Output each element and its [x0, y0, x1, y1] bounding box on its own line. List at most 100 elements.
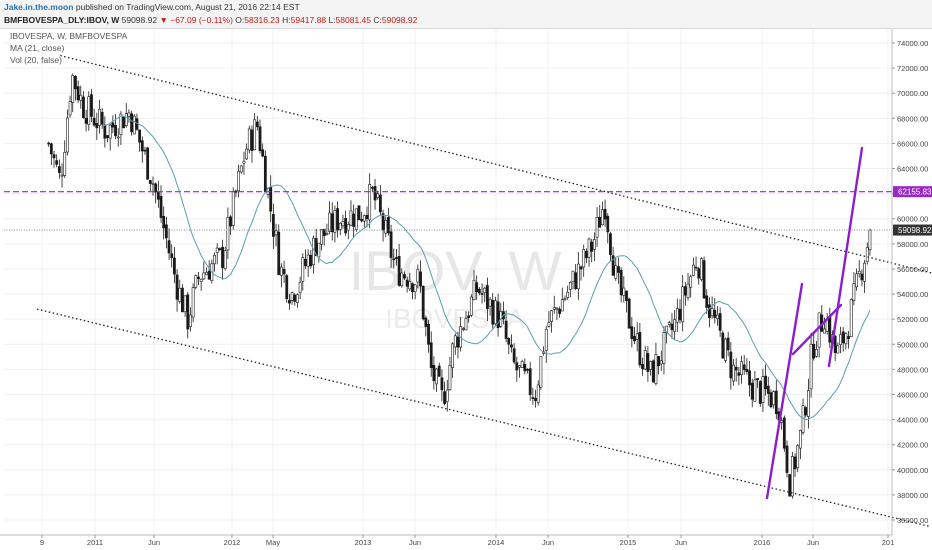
- candle-body: [657, 356, 660, 367]
- candle-body: [555, 307, 559, 310]
- open-label: O:: [235, 15, 245, 25]
- legend-title: IBOVESPA, W, BMFBOVESPA: [10, 31, 128, 41]
- candle-body: [437, 365, 441, 377]
- candle-body: [491, 300, 495, 325]
- candle-body: [322, 228, 326, 237]
- candle-body: [116, 136, 120, 139]
- candle-body: [566, 291, 570, 298]
- candle-body: [400, 272, 404, 287]
- candle-body: [376, 193, 380, 198]
- candle-body: [796, 445, 800, 469]
- candle-body: [590, 241, 594, 252]
- candle-body: [595, 216, 599, 238]
- candle-body: [461, 328, 465, 330]
- upper-channel-line[interactable]: [60, 54, 932, 276]
- candle-body: [397, 256, 401, 286]
- candle-body: [191, 287, 195, 318]
- candle-body: [737, 372, 741, 376]
- candle-body: [646, 353, 650, 372]
- high-value: 59417.88: [290, 15, 327, 25]
- candle-body: [280, 266, 283, 276]
- time-tick-label: Jun: [148, 538, 160, 547]
- candle-body: [156, 191, 160, 200]
- high-label: H:: [282, 15, 291, 25]
- candle-body: [579, 266, 583, 270]
- candle-body: [544, 328, 548, 351]
- candle-body: [807, 390, 810, 417]
- candle-body: [609, 233, 612, 255]
- candle-body: [205, 272, 208, 275]
- candle-body: [790, 456, 794, 497]
- candle-body: [421, 285, 425, 320]
- price-tick-label: 46000.00: [897, 390, 928, 399]
- price-tick-label: 70000.00: [897, 89, 928, 98]
- candle-body: [611, 255, 615, 276]
- candle-body: [836, 345, 840, 354]
- candle-body: [785, 445, 789, 473]
- candle-body: [619, 270, 623, 296]
- candle-body: [234, 190, 238, 193]
- candle-body: [574, 272, 578, 289]
- trend-lines[interactable]: [765, 146, 864, 500]
- candle-body: [603, 208, 607, 220]
- publish-info: Jake.in.the.moon published on TradingVie…: [4, 2, 300, 12]
- candle-body: [87, 96, 91, 125]
- candle-body: [681, 286, 685, 323]
- candle-body: [162, 215, 166, 229]
- close-value: 59098.92: [381, 15, 418, 25]
- resistance-tag-text: 62155.83: [898, 188, 932, 197]
- candle-body: [780, 420, 784, 423]
- candle-body: [349, 210, 353, 226]
- candle-body: [675, 308, 679, 323]
- candle-body: [237, 170, 241, 192]
- price-tick-label: 52000.00: [897, 315, 928, 324]
- candle-body: [338, 222, 342, 230]
- candle-body: [202, 272, 206, 280]
- candle-body: [74, 75, 77, 90]
- candle-body: [480, 293, 484, 295]
- candle-body: [742, 364, 746, 370]
- candle-body: [469, 296, 473, 316]
- time-tick-label: 9: [40, 538, 44, 547]
- candle-body: [582, 249, 586, 268]
- candle-body: [774, 390, 778, 415]
- time-axis[interactable]: 9 2011 Jun 2012 May 2013 Jun 2014 Jun 2015 Jun 2016…: [0, 534, 894, 547]
- candle-body: [627, 298, 631, 329]
- candle-body: [341, 221, 345, 227]
- trend-line: [765, 282, 804, 500]
- candle-body: [175, 274, 179, 300]
- close-label: C:: [373, 15, 382, 25]
- candle-body: [857, 270, 861, 275]
- candle-body: [49, 143, 53, 155]
- candle-body: [643, 350, 647, 370]
- candle-body: [68, 101, 72, 116]
- price-tick-label: 44000.00: [897, 416, 928, 425]
- candle-body: [333, 210, 337, 233]
- chart-area[interactable]: IBOV, W IBOVESPA 74000.00 72000.00 70000.0…: [0, 29, 932, 550]
- symbol-label: BMFBOVESPA_DLY:IBOV, W: [4, 15, 120, 25]
- candle-body: [865, 247, 869, 263]
- candle-body: [285, 275, 289, 300]
- time-tick-label: 2016: [754, 538, 771, 547]
- candle-body: [512, 348, 516, 363]
- candle-body: [143, 149, 147, 152]
- candle-body: [282, 268, 286, 275]
- candle-body: [558, 308, 562, 314]
- candle-body: [507, 338, 511, 345]
- candle-body: [277, 231, 281, 275]
- price-tick-label: 64000.00: [897, 165, 928, 174]
- candle-body: [362, 215, 366, 222]
- author-link[interactable]: Jake.in.the.moon: [4, 2, 74, 12]
- candle-body: [231, 191, 235, 226]
- candle-body: [221, 246, 224, 269]
- candle-body: [504, 320, 508, 339]
- candle-body: [852, 283, 856, 301]
- candle-body: [389, 231, 393, 258]
- candle-body: [833, 335, 837, 354]
- price-tick-label: 40000.00: [897, 466, 928, 475]
- candle-body: [304, 258, 307, 267]
- candle-body: [614, 265, 618, 279]
- time-tick-label: Jun: [807, 538, 819, 547]
- lower-channel-line[interactable]: [36, 308, 930, 527]
- candle-body: [809, 343, 813, 390]
